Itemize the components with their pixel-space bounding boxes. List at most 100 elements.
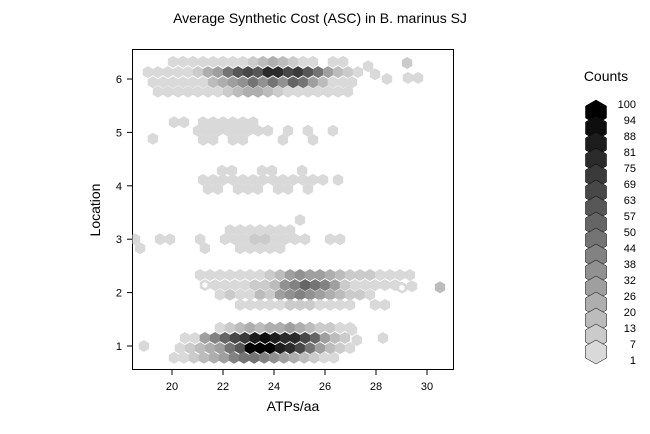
hex-bin <box>318 351 330 364</box>
hex-bin <box>299 233 311 246</box>
hex-bin <box>272 183 284 195</box>
hex-bin <box>172 85 184 98</box>
hex-bin <box>244 269 256 281</box>
hex-bin <box>217 173 229 186</box>
legend-value-label: 69 <box>624 179 636 191</box>
legend-value-label: 1 <box>630 355 636 367</box>
x-tick-label: 20 <box>166 381 178 393</box>
hex-bin <box>334 288 346 301</box>
hex-bin <box>224 342 236 355</box>
x-tick-label: 26 <box>319 381 331 393</box>
hex-bin <box>224 269 236 281</box>
hex-bin <box>324 321 336 334</box>
hex-bin <box>288 351 300 364</box>
hex-bin <box>284 298 296 311</box>
hex-bin <box>234 321 246 334</box>
hex-bin <box>248 351 260 364</box>
hex-bin <box>198 351 210 364</box>
hex-bin <box>344 288 356 301</box>
hex-bin <box>254 321 266 334</box>
hex-bin <box>197 76 209 89</box>
hex-bin <box>314 288 326 301</box>
hex-bin <box>274 342 286 355</box>
hex-bin <box>277 173 289 186</box>
hex-bin <box>404 269 416 281</box>
hex-bin <box>324 233 336 246</box>
hex-bin <box>369 298 381 311</box>
hex-bin <box>294 269 306 281</box>
hex-bin <box>322 85 334 98</box>
hex-bin <box>257 76 269 89</box>
hex-bin <box>168 351 180 364</box>
hex-bin <box>344 298 356 311</box>
hex-bin <box>228 351 240 364</box>
hex-bin <box>232 85 244 98</box>
hex-bin <box>298 351 310 364</box>
hex-bin <box>337 55 349 68</box>
hex-bin <box>302 183 314 195</box>
hex-bin <box>242 66 254 79</box>
hex-bin <box>178 351 190 364</box>
hex-bin <box>262 85 274 98</box>
hex-bin <box>212 85 224 98</box>
hex-bin <box>157 76 169 89</box>
hex-bin <box>247 55 259 68</box>
legend-value-label: 7 <box>630 339 636 351</box>
legend-value-label: 26 <box>624 291 636 303</box>
hex-bin <box>279 279 291 292</box>
hex-bin <box>229 233 241 246</box>
hex-bin <box>234 298 246 311</box>
hex-bin <box>249 233 261 246</box>
hex-bin <box>164 233 176 246</box>
chart-title: Average Synthetic Cost (ASC) in B. marin… <box>173 10 467 26</box>
hex-bin <box>319 279 331 292</box>
hex-bin <box>167 76 179 89</box>
hex-bin <box>202 66 214 79</box>
hex-bin <box>264 342 276 355</box>
legend-value-label: 13 <box>624 323 636 335</box>
hex-bin <box>249 279 261 292</box>
legend-hex <box>585 339 607 365</box>
hex-bin <box>194 342 206 355</box>
hex-bin <box>237 133 249 146</box>
hex-bin <box>269 332 281 344</box>
hex-bin <box>264 242 276 255</box>
hex-bin <box>369 68 381 81</box>
hex-bin <box>289 279 301 292</box>
hex-bin <box>202 85 214 98</box>
hex-bin <box>329 332 341 344</box>
hex-bin <box>296 164 308 177</box>
hex-bin <box>222 85 234 98</box>
hex-bin <box>258 351 270 364</box>
hex-bin <box>287 55 299 68</box>
hex-bin <box>199 332 211 344</box>
hex-bin <box>259 233 271 246</box>
hex-bin <box>179 332 191 344</box>
hex-bin <box>277 76 289 89</box>
hex-bin <box>219 332 231 344</box>
hex-bin <box>384 269 396 281</box>
hex-bin <box>394 269 406 281</box>
hex-bin <box>242 85 254 98</box>
hex-bin <box>272 66 284 79</box>
hex-bin <box>307 55 319 68</box>
hex-bin <box>317 173 329 186</box>
hex-bin <box>284 321 296 334</box>
hex-bin <box>237 116 249 129</box>
hex-bin <box>359 279 371 292</box>
hex-bin <box>302 124 314 137</box>
y-tick-label: 6 <box>116 74 122 86</box>
hex-bin <box>307 76 319 89</box>
hex-bin <box>212 66 224 79</box>
hex-bin <box>312 66 324 79</box>
hex-bin <box>142 66 154 79</box>
hex-bin <box>289 332 301 344</box>
hex-bin <box>264 288 276 301</box>
hex-bin <box>297 173 309 186</box>
hex-bin <box>294 214 306 226</box>
hex-bin <box>274 224 286 237</box>
hex-bin <box>222 66 234 79</box>
hex-bin <box>319 332 331 344</box>
hex-bin <box>244 224 256 237</box>
hex-bin <box>379 279 391 292</box>
